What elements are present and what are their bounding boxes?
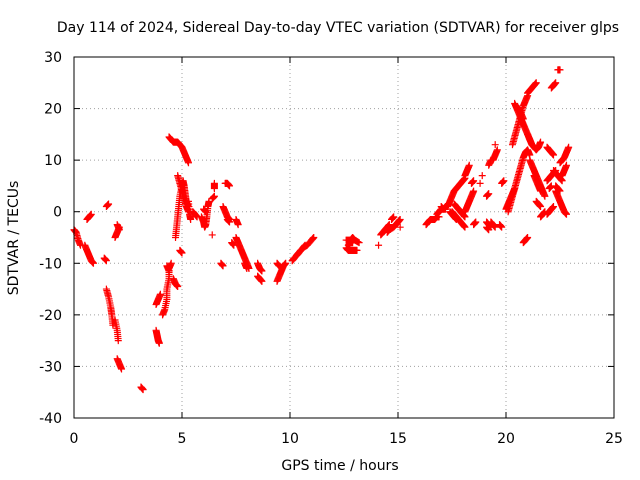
data-point-0-47-25 xyxy=(396,215,404,223)
data-point-0-88-10 xyxy=(552,79,560,87)
chart-title: Day 114 of 2024, Sidereal Day-to-day VTE… xyxy=(57,20,619,36)
y-tick-label-0: -40 xyxy=(39,411,62,427)
data-point-0-44-10 xyxy=(349,239,357,247)
x-tick-label-2: 10 xyxy=(281,431,299,447)
data-point-0-49-0 xyxy=(396,223,404,231)
data-point-0-10-5 xyxy=(139,386,147,394)
data-point-0-37-20 xyxy=(282,259,290,267)
data-point-0-59-5 xyxy=(470,177,478,185)
data-point-0-84-15 xyxy=(550,203,558,211)
data-point-0-35-10 xyxy=(258,267,266,275)
y-tick-label-3: -10 xyxy=(39,256,62,272)
data-point-0-26-5 xyxy=(210,192,218,200)
data-point-0-69-0 xyxy=(491,141,499,149)
data-point-0-66-10 xyxy=(493,146,501,154)
y-tick-label-6: 20 xyxy=(44,102,62,118)
data-point-0-32-5 xyxy=(234,221,242,229)
data-point-0-20-10 xyxy=(187,215,195,223)
x-tick-label-5: 25 xyxy=(605,431,623,447)
data-point-0-81-15 xyxy=(537,187,545,195)
data-point-0-68-5 xyxy=(487,156,495,164)
data-points xyxy=(70,66,573,394)
data-point-0-25-5 xyxy=(210,185,218,193)
data-point-0-63-5 xyxy=(485,190,493,198)
data-point-0-34-5 xyxy=(243,264,251,272)
data-point-0-29-5 xyxy=(226,218,234,226)
data-point-0-57-20 xyxy=(470,187,478,195)
data-point-0-24-0 xyxy=(208,231,216,239)
data-point-0-73-15 xyxy=(511,185,519,193)
data-point-0-67-10 xyxy=(491,223,499,231)
data-point-0-92-5 xyxy=(556,66,564,74)
y-tick-label-4: 0 xyxy=(53,205,62,221)
data-point-0-56-15 xyxy=(452,215,460,223)
data-point-0-27-10 xyxy=(226,182,234,190)
data-point-0-70-5 xyxy=(500,177,508,185)
y-tick-label-2: -20 xyxy=(39,308,62,324)
data-point-0-14-5 xyxy=(165,267,173,275)
x-tick-label-3: 15 xyxy=(389,431,407,447)
data-point-0-39-30 xyxy=(310,234,318,241)
data-point-0-45-0 xyxy=(375,241,383,249)
data-point-0-2-10 xyxy=(87,210,95,218)
x-tick-label-4: 20 xyxy=(497,431,515,447)
data-point-0-58-10 xyxy=(465,161,473,169)
data-point-0-93-20 xyxy=(565,143,573,151)
data-point-0-60-5 xyxy=(472,218,480,226)
data-point-0-82-10 xyxy=(537,203,545,211)
data-point-0-54-30 xyxy=(461,223,469,231)
y-tick-label-1: -30 xyxy=(39,359,62,375)
data-point-0-80-35 xyxy=(541,192,549,200)
data-point-0-36-10 xyxy=(258,277,266,285)
data-point-0-38-5 xyxy=(275,262,283,270)
data-point-0-30-5 xyxy=(219,262,227,270)
data-point-0-15-45 xyxy=(184,159,192,167)
data-point-0-13-30 xyxy=(167,259,175,267)
data-point-0-12-10 xyxy=(156,290,164,298)
data-point-0-7-5 xyxy=(115,226,123,234)
data-point-0-1-20 xyxy=(89,259,97,267)
axis-ticks xyxy=(73,56,615,419)
data-point-0-8-10 xyxy=(114,337,122,345)
data-point-0-43-20 xyxy=(355,239,363,247)
y-tick-label-5: 10 xyxy=(44,153,62,169)
data-point-0-85-15 xyxy=(550,151,558,159)
data-point-0-65-5 xyxy=(485,226,493,234)
data-point-0-94-10 xyxy=(562,161,570,169)
plot-frame xyxy=(73,56,615,419)
data-point-0-91-10 xyxy=(556,187,564,195)
y-tick-label-7: 30 xyxy=(44,50,62,66)
data-point-0-41-5 xyxy=(301,241,309,249)
data-point-0-23-5 xyxy=(202,208,210,216)
x-axis-tick-labels: 0 5 10 15 20 25 xyxy=(70,431,623,447)
data-point-0-90-25 xyxy=(562,210,570,218)
data-point-0-9-10 xyxy=(118,365,126,373)
y-axis-tick-labels: -40 -30 -20 -10 0 10 20 30 xyxy=(39,50,62,427)
data-point-0-62-0 xyxy=(476,179,484,187)
data-point-0-78-20 xyxy=(532,79,540,87)
data-point-0-48-5 xyxy=(390,213,398,221)
grid-lines xyxy=(74,57,614,418)
data-point-0-77-10 xyxy=(524,234,532,241)
data-point-0-17-5 xyxy=(178,249,186,257)
data-point-0-79-30 xyxy=(537,138,545,146)
data-point-0-3-5 xyxy=(102,257,110,265)
data-point-0-5-5 xyxy=(105,200,113,208)
x-tick-label-1: 5 xyxy=(178,431,187,447)
data-point-0-16-10 xyxy=(174,282,182,290)
data-point-0-42-25 xyxy=(353,246,361,254)
data-point-0-61-0 xyxy=(478,172,486,180)
data-point-0-11-15 xyxy=(155,339,163,347)
x-tick-label-0: 0 xyxy=(70,431,79,447)
y-axis-title: SDTVAR / TECUs xyxy=(6,181,22,296)
data-point-0-76-10 xyxy=(519,115,527,123)
x-axis-title: GPS time / hours xyxy=(281,458,398,474)
data-point-0-71-5 xyxy=(498,223,506,231)
